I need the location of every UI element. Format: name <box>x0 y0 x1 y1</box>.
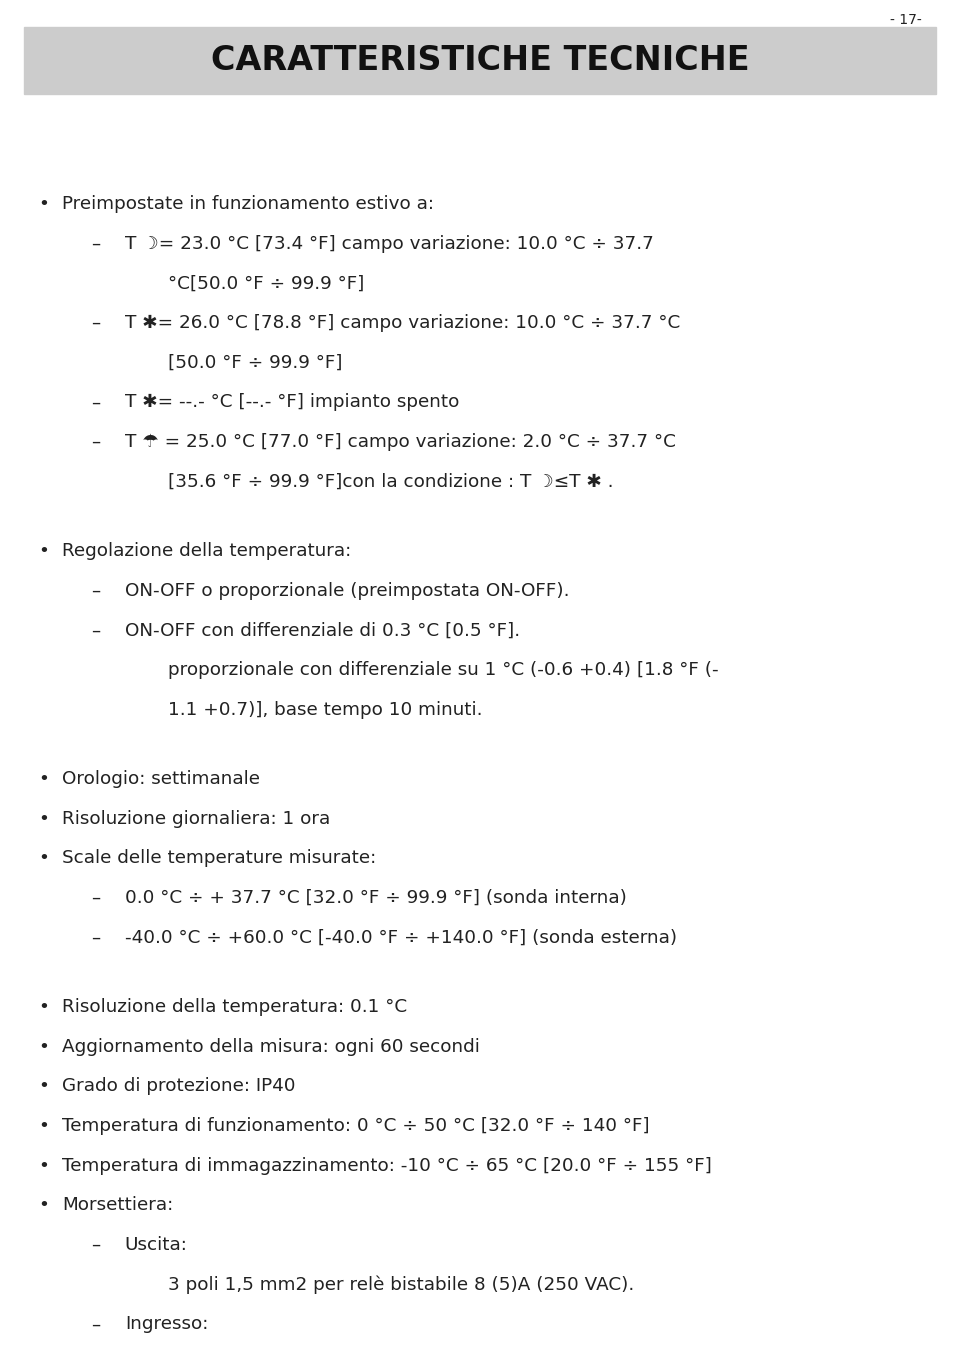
Text: –: – <box>91 621 101 639</box>
Text: Regolazione della temperatura:: Regolazione della temperatura: <box>62 542 351 560</box>
Text: •: • <box>38 195 49 213</box>
Text: Scale delle temperature misurate:: Scale delle temperature misurate: <box>62 849 376 868</box>
Text: 1.1 +0.7)], base tempo 10 minuti.: 1.1 +0.7)], base tempo 10 minuti. <box>168 701 483 718</box>
Text: Grado di protezione: IP40: Grado di protezione: IP40 <box>62 1077 296 1095</box>
Text: –: – <box>91 928 101 947</box>
Text: T ✱= --.- °C [--.- °F] impianto spento: T ✱= --.- °C [--.- °F] impianto spento <box>125 393 459 412</box>
Text: –: – <box>91 1315 101 1333</box>
Text: ON-OFF o proporzionale (preimpostata ON-OFF).: ON-OFF o proporzionale (preimpostata ON-… <box>125 581 569 600</box>
Text: •: • <box>38 1037 49 1056</box>
Text: –: – <box>91 581 101 600</box>
Text: Aggiornamento della misura: ogni 60 secondi: Aggiornamento della misura: ogni 60 seco… <box>62 1037 480 1056</box>
Text: ON-OFF con differenziale di 0.3 °C [0.5 °F].: ON-OFF con differenziale di 0.3 °C [0.5 … <box>125 621 520 639</box>
Text: °C[50.0 °F ÷ 99.9 °F]: °C[50.0 °F ÷ 99.9 °F] <box>168 274 365 292</box>
Text: –: – <box>91 234 101 253</box>
Text: –: – <box>91 313 101 332</box>
Text: 3 poli 1,5 mm2 per relè bistabile 8 (5)A (250 VAC).: 3 poli 1,5 mm2 per relè bistabile 8 (5)A… <box>168 1275 635 1294</box>
Text: –: – <box>91 889 101 907</box>
Text: Ingresso:: Ingresso: <box>125 1315 208 1333</box>
Text: •: • <box>38 1077 49 1095</box>
Text: - 17-: - 17- <box>890 13 922 27</box>
FancyBboxPatch shape <box>24 27 936 94</box>
Text: Temperatura di immagazzinamento: -10 °C ÷ 65 °C [20.0 °F ÷ 155 °F]: Temperatura di immagazzinamento: -10 °C … <box>62 1157 712 1174</box>
Text: proporzionale con differenziale su 1 °C (-0.6 +0.4) [1.8 °F (-: proporzionale con differenziale su 1 °C … <box>168 660 719 679</box>
Text: •: • <box>38 998 49 1015</box>
Text: –: – <box>91 1236 101 1254</box>
Text: •: • <box>38 1196 49 1215</box>
Text: Risoluzione della temperatura: 0.1 °C: Risoluzione della temperatura: 0.1 °C <box>62 998 408 1015</box>
Text: Temperatura di funzionamento: 0 °C ÷ 50 °C [32.0 °F ÷ 140 °F]: Temperatura di funzionamento: 0 °C ÷ 50 … <box>62 1116 650 1135</box>
Text: T ✱= 26.0 °C [78.8 °F] campo variazione: 10.0 °C ÷ 37.7 °C: T ✱= 26.0 °C [78.8 °F] campo variazione:… <box>125 313 680 332</box>
Text: 0.0 °C ÷ + 37.7 °C [32.0 °F ÷ 99.9 °F] (sonda interna): 0.0 °C ÷ + 37.7 °C [32.0 °F ÷ 99.9 °F] (… <box>125 889 627 907</box>
Text: –: – <box>91 393 101 412</box>
Text: [35.6 °F ÷ 99.9 °F]con la condizione : T ☽≤T ✱ .: [35.6 °F ÷ 99.9 °F]con la condizione : T… <box>168 472 613 491</box>
Text: CARATTERISTICHE TECNICHE: CARATTERISTICHE TECNICHE <box>210 44 750 77</box>
Text: •: • <box>38 769 49 788</box>
Text: Uscita:: Uscita: <box>125 1236 187 1254</box>
Text: [50.0 °F ÷ 99.9 °F]: [50.0 °F ÷ 99.9 °F] <box>168 354 343 371</box>
Text: -40.0 °C ÷ +60.0 °C [-40.0 °F ÷ +140.0 °F] (sonda esterna): -40.0 °C ÷ +60.0 °C [-40.0 °F ÷ +140.0 °… <box>125 928 677 947</box>
Text: •: • <box>38 1157 49 1174</box>
Text: •: • <box>38 810 49 827</box>
Text: Morsettiera:: Morsettiera: <box>62 1196 174 1215</box>
Text: Preimpostate in funzionamento estivo a:: Preimpostate in funzionamento estivo a: <box>62 195 434 213</box>
Text: •: • <box>38 849 49 868</box>
Text: –: – <box>91 433 101 451</box>
Text: Risoluzione giornaliera: 1 ora: Risoluzione giornaliera: 1 ora <box>62 810 330 827</box>
Text: T ☂ = 25.0 °C [77.0 °F] campo variazione: 2.0 °C ÷ 37.7 °C: T ☂ = 25.0 °C [77.0 °F] campo variazione… <box>125 433 676 451</box>
Text: T ☽= 23.0 °C [73.4 °F] campo variazione: 10.0 °C ÷ 37.7: T ☽= 23.0 °C [73.4 °F] campo variazione:… <box>125 234 654 253</box>
Text: Orologio: settimanale: Orologio: settimanale <box>62 769 260 788</box>
Text: •: • <box>38 1116 49 1135</box>
Text: •: • <box>38 542 49 560</box>
